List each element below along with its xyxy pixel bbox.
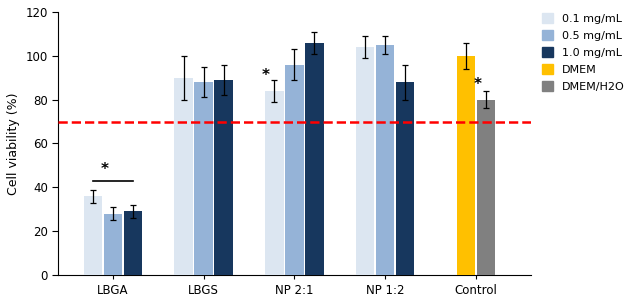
Text: *: * bbox=[100, 162, 108, 178]
Bar bbox=[285, 64, 304, 275]
Bar bbox=[356, 47, 375, 275]
Y-axis label: Cell viability (%): Cell viability (%) bbox=[7, 92, 20, 195]
Bar bbox=[123, 212, 142, 275]
Bar bbox=[376, 45, 394, 275]
Text: *: * bbox=[473, 77, 482, 92]
Bar bbox=[396, 82, 415, 275]
Bar bbox=[457, 56, 475, 275]
Bar bbox=[194, 82, 213, 275]
Bar bbox=[175, 78, 193, 275]
Legend: 0.1 mg/mL, 0.5 mg/mL, 1.0 mg/mL, DMEM, DMEM/H2O: 0.1 mg/mL, 0.5 mg/mL, 1.0 mg/mL, DMEM, D… bbox=[541, 12, 626, 93]
Bar bbox=[477, 100, 495, 275]
Bar bbox=[215, 80, 233, 275]
Bar bbox=[84, 196, 102, 275]
Text: *: * bbox=[262, 68, 270, 83]
Bar bbox=[305, 43, 323, 275]
Bar bbox=[104, 214, 122, 275]
Bar bbox=[265, 91, 284, 275]
